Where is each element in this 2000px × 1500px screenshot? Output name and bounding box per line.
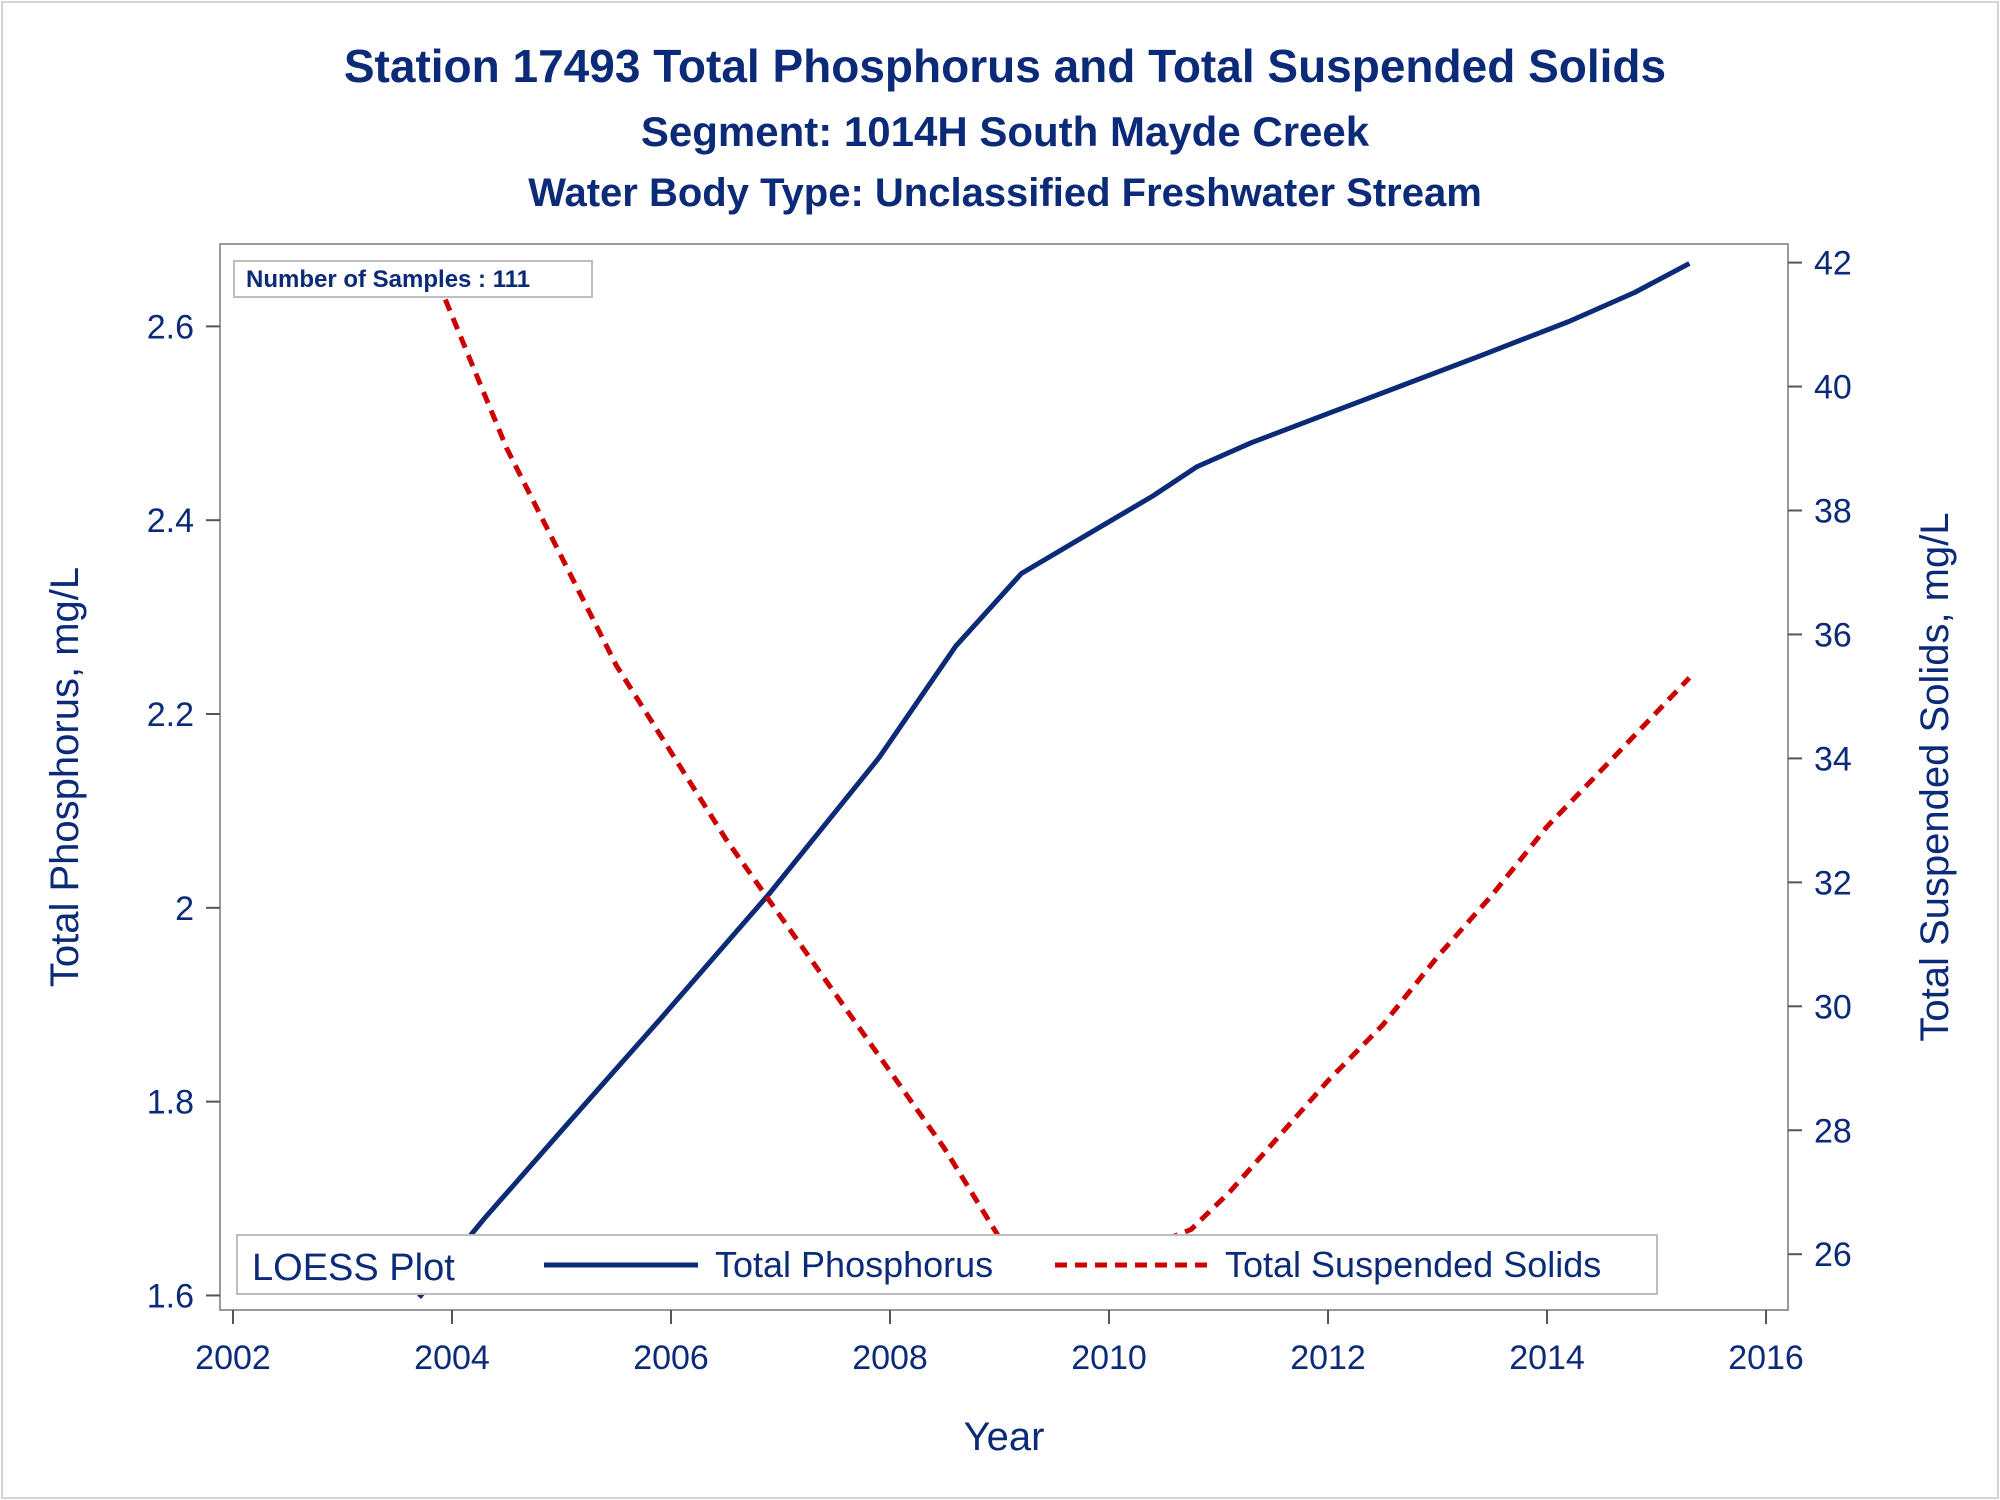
x-tick-label: 2014: [1509, 1339, 1585, 1377]
legend-title: LOESS Plot: [252, 1247, 455, 1289]
x-tick-label: 2004: [414, 1339, 490, 1377]
legend-label-total-suspended-solids: Total Suspended Solids: [1225, 1244, 1601, 1285]
x-tick-label: 2012: [1290, 1339, 1366, 1377]
x-tick-label: 2006: [633, 1339, 709, 1377]
series-line-total-phosphorus: [417, 261, 1691, 1299]
y-axis-right: 26 28 30 32 34 36 38 40 42: [1788, 245, 1852, 1274]
series-line-total-suspended-solids: [427, 261, 1692, 1294]
chart-subtitle-2: Water Body Type: Unclassified Freshwater…: [528, 171, 1482, 215]
x-tick-label: 2016: [1728, 1339, 1804, 1377]
y2-tick-label: 40: [1814, 369, 1852, 407]
legend-box: [236, 1234, 1658, 1295]
y2-tick-label: 30: [1814, 988, 1852, 1026]
sample-count-box: [233, 260, 593, 298]
plot-area: [219, 243, 1789, 1311]
y-tick-label: 1.8: [147, 1084, 194, 1122]
y2-tick-label: 34: [1814, 740, 1852, 778]
y-tick-label: 1.6: [147, 1277, 194, 1315]
y-tick-label: 2.2: [147, 696, 194, 734]
y2-tick-label: 32: [1814, 864, 1852, 902]
y2-tick-label: 42: [1814, 245, 1852, 283]
y2-tick-label: 38: [1814, 493, 1852, 531]
y-axis-left: 1.6 1.8 2 2.2 2.4 2.6: [147, 308, 220, 1315]
x-tick-label: 2008: [852, 1339, 928, 1377]
y2-tick-label: 28: [1814, 1112, 1852, 1150]
y-tick-label: 2.4: [147, 502, 194, 540]
x-axis: 2002 2004 2006 2008 2010 2012 2014 2016: [195, 1310, 1804, 1377]
y-tick-label: 2: [175, 890, 194, 928]
chart-title: Station 17493 Total Phosphorus and Total…: [344, 40, 1666, 92]
sample-count-text: Number of Samples : 111: [246, 266, 530, 293]
chart-subtitle: Segment: 1014H South Mayde Creek: [641, 108, 1370, 155]
y2-tick-label: 26: [1814, 1236, 1852, 1274]
y2-axis-label: Total Suspended Solids, mg/L: [1913, 512, 1957, 1041]
x-tick-label: 2002: [195, 1339, 271, 1377]
y2-tick-label: 36: [1814, 616, 1852, 654]
legend-label-total-phosphorus: Total Phosphorus: [715, 1244, 993, 1285]
x-tick-label: 2010: [1071, 1339, 1147, 1377]
y-axis-label: Total Phosphorus, mg/L: [43, 567, 87, 987]
series-layer: [417, 261, 1692, 1299]
x-axis-label: Year: [964, 1415, 1045, 1459]
y-tick-label: 2.6: [147, 308, 194, 346]
